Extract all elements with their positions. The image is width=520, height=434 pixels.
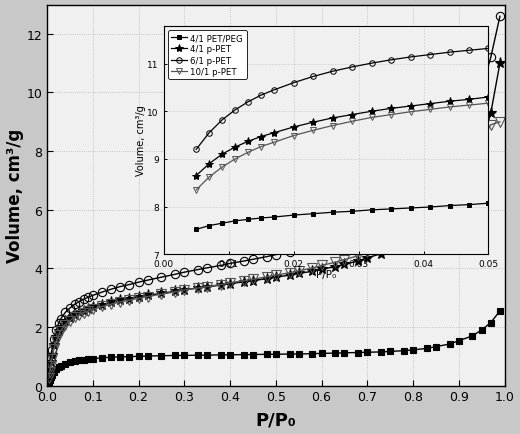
- Line: 10/1 p-PET: 10/1 p-PET: [44, 118, 505, 383]
- 4/1 p-PET: [126, 296, 133, 302]
- 4/1 p-PET: [456, 189, 462, 194]
- 4/1 PET/PEG: [46, 380, 52, 385]
- 10/1 p-PET: [195, 286, 201, 291]
- 10/1 p-PET: [46, 376, 52, 381]
- 4/1 p-PET: [195, 286, 201, 291]
- 4/1 PET/PEG: [295, 352, 302, 357]
- 4/1 PET/PEG: [195, 353, 201, 358]
- Line: 4/1 p-PET: 4/1 p-PET: [43, 59, 505, 382]
- 10/1 p-PET: [51, 347, 57, 352]
- 6/1 p-PET: [46, 373, 52, 378]
- 4/1 PET/PEG: [126, 354, 133, 359]
- 4/1 p-PET: [295, 271, 302, 276]
- 10/1 p-PET: [272, 273, 279, 278]
- Line: 4/1 PET/PEG: 4/1 PET/PEG: [45, 308, 503, 386]
- 4/1 p-PET: [51, 342, 57, 347]
- 6/1 p-PET: [497, 15, 503, 20]
- 6/1 p-PET: [295, 247, 302, 252]
- Line: 6/1 p-PET: 6/1 p-PET: [45, 13, 504, 380]
- 6/1 p-PET: [126, 282, 133, 287]
- 10/1 p-PET: [456, 175, 462, 181]
- 4/1 PET/PEG: [51, 369, 57, 375]
- 6/1 p-PET: [51, 336, 57, 342]
- 10/1 p-PET: [295, 269, 302, 274]
- 4/1 p-PET: [46, 375, 52, 380]
- 4/1 PET/PEG: [456, 339, 462, 344]
- Y-axis label: Volume, cm³/g: Volume, cm³/g: [6, 128, 23, 263]
- 4/1 PET/PEG: [497, 309, 503, 314]
- 10/1 p-PET: [497, 120, 503, 125]
- 4/1 p-PET: [272, 275, 279, 280]
- 6/1 p-PET: [456, 138, 462, 143]
- 6/1 p-PET: [195, 267, 201, 273]
- X-axis label: P/P₀: P/P₀: [255, 411, 296, 428]
- 4/1 p-PET: [497, 62, 503, 67]
- 10/1 p-PET: [126, 298, 133, 303]
- 6/1 p-PET: [272, 253, 279, 258]
- 4/1 PET/PEG: [272, 352, 279, 357]
